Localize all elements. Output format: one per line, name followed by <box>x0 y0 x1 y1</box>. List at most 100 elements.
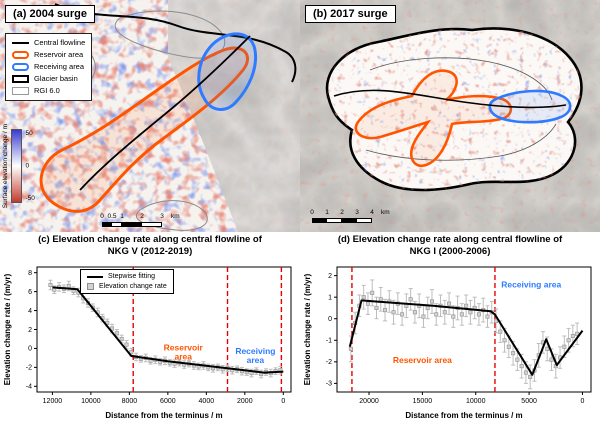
glacier-basin-swatch <box>12 74 29 83</box>
x-axis-label: Distance from the terminus / m <box>405 411 522 420</box>
map-legend-label: Central flowline <box>34 38 86 47</box>
chart-c-plot-area: 12000 10000 8000 6000 4000 2000 0 -4 -2 0 2 4 6 8 Rese… <box>0 260 300 422</box>
scalebar-segment <box>327 218 342 223</box>
legend-item-label: Stepwise fitting <box>108 273 156 280</box>
stepwise-fitting-line <box>348 299 584 376</box>
panel-b-label: (b) 2017 surge <box>305 5 396 23</box>
y-tick-label: 4 <box>28 308 32 315</box>
y-tick-label: 0 <box>28 346 32 353</box>
receiving-area-polygon <box>197 32 258 111</box>
y-tick-label: 2 <box>328 273 332 280</box>
x-tick-label: 0 <box>581 398 585 405</box>
chart-d-title: (d) Elevation change rate along central … <box>337 234 563 258</box>
map-legend-label: Glacier basin <box>34 74 78 83</box>
reservoir-area-swatch <box>12 50 29 59</box>
y-tick-label: -2 <box>26 365 32 372</box>
y-axis-label: Elevation change rate / (m/yr) <box>3 273 12 385</box>
x-tick-label: 4000 <box>199 398 215 405</box>
scalebar-segment <box>342 218 357 223</box>
area-annotation: Reservoir area <box>164 342 204 361</box>
stepwise-line-swatch <box>87 275 103 278</box>
rgi-60-swatch <box>12 86 29 95</box>
scalebar-tick-label: 1 <box>325 209 329 216</box>
x-tick-label: 15000 <box>413 398 433 405</box>
scalebar-segment <box>122 222 142 227</box>
chart-c-canvas: 12000 10000 8000 6000 4000 2000 0 -4 -2 0 2 4 6 8 Rese… <box>3 266 292 420</box>
y-tick-label: 2 <box>28 327 32 334</box>
area-annotation: Receiving area <box>235 346 275 365</box>
map-legend-item-glacier-basin: Glacier basin <box>12 74 85 83</box>
y-axis-ticks: -3 -2 -1 0 1 2 <box>326 273 337 388</box>
chart-d-plot-area: 20000 15000 10000 5000 0 -3 -2 -1 0 1 2 Reservoir a… <box>300 260 600 422</box>
map-legend-item-rgi-60: RGI 6.0 <box>12 86 85 95</box>
y-tick-label: 8 <box>28 270 32 277</box>
y-tick-label: 1 <box>328 294 332 301</box>
scalebar-tick-label: 0 <box>310 209 314 216</box>
y-tick-label: -3 <box>326 381 332 388</box>
x-axis-ticks: 12000 10000 8000 6000 4000 2000 0 <box>43 392 285 405</box>
scalebar-tick-label: 3 <box>160 213 164 220</box>
colorbar-label: Surface elevation change / m <box>2 123 9 208</box>
map-legend-item-reservoir-area: Reservoir area <box>12 50 85 59</box>
scalebar-tick-label: 0.5 <box>107 213 117 220</box>
x-axis-label: Distance from the terminus / m <box>105 411 222 420</box>
map-legend-item-central-flowline: Central flowline <box>12 38 85 47</box>
colorbar-gradient <box>11 128 23 203</box>
map-legend: Central flowline Reservoir area Receiving … <box>5 33 93 101</box>
chart-c-title: (c) Elevation change rate along central … <box>38 234 262 258</box>
x-tick-label: 20000 <box>359 398 379 405</box>
legend-item-line: Stepwise fitting <box>87 273 167 280</box>
scalebar-2004: 0 0.5 1 2 3 km <box>100 213 182 227</box>
x-tick-label: 8000 <box>122 398 138 405</box>
y-axis-label: Elevation change rate / (m/yr) <box>303 273 312 385</box>
elevation-gain-raster <box>327 28 582 190</box>
scalebar-tick-label: 1 <box>120 213 124 220</box>
y-axis-ticks: -4 -2 0 2 4 6 8 <box>26 270 37 391</box>
scalebar-2017: 0 1 2 3 4 km <box>310 209 392 223</box>
y-tick-label: -1 <box>326 338 332 345</box>
central-flowline-swatch <box>12 41 29 44</box>
colorbar-tick-label: 0 <box>25 162 30 170</box>
x-tick-label: 10000 <box>466 398 486 405</box>
legend-item-marker: Elevation change rate <box>87 283 167 290</box>
area-annotation: Reservoir area <box>393 355 452 365</box>
x-tick-label: 5000 <box>521 398 537 405</box>
map-legend-label: Reservoir area <box>34 50 84 59</box>
chart-row: (c) Elevation change rate along central … <box>0 232 600 425</box>
chart-panel-nkg-v: (c) Elevation change rate along central … <box>0 232 300 425</box>
zone-boundary-vlines <box>351 267 496 392</box>
scalebar-labels: 0 0.5 1 2 3 km <box>100 213 182 222</box>
map-legend-label: RGI 6.0 <box>34 86 60 95</box>
scalebar-segment <box>357 218 372 223</box>
map-row: (a) 2004 surge Central flowline Reservoir… <box>0 0 600 232</box>
glacier-basin-outline <box>54 3 297 83</box>
y-tick-label: 0 <box>328 316 332 323</box>
x-tick-label: 0 <box>281 398 285 405</box>
colorbar-tick-label: -50 <box>25 194 35 202</box>
legend-item-label: Elevation change rate <box>99 283 167 290</box>
colorbar: Surface elevation change / m 50 0 -50 <box>2 124 41 208</box>
colorbar-ticks: 50 0 -50 <box>24 130 41 202</box>
map-panel-2017-surge: (b) 2017 surge 0 1 2 3 4 km <box>300 0 600 232</box>
scalebar-labels: 0 1 2 3 4 km <box>310 209 392 218</box>
receiving-area-swatch <box>12 62 29 71</box>
basin-raster <box>327 28 582 190</box>
colorbar-tick-label: 50 <box>25 129 33 137</box>
central-flowline <box>79 35 251 191</box>
y-tick-label: 6 <box>28 289 32 296</box>
x-tick-label: 6000 <box>160 398 176 405</box>
scalebar-segment <box>112 222 122 227</box>
map-2004-raster <box>0 0 300 232</box>
reservoir-area-polygon <box>354 69 513 168</box>
scalebar-segment <box>312 218 327 223</box>
x-tick-label: 10000 <box>81 398 101 405</box>
map-panel-2004-surge: (a) 2004 surge Central flowline Reservoir… <box>0 0 300 232</box>
scalebar-segment <box>102 222 112 227</box>
receiving-area-polygon <box>488 89 572 124</box>
x-axis-ticks: 20000 15000 10000 5000 0 <box>359 392 585 405</box>
stepwise-fitting-line <box>52 286 284 374</box>
scalebar-tick-label: 3 <box>355 209 359 216</box>
scalebar-segment <box>142 222 162 227</box>
scalebar-tick-label: 0 <box>100 213 104 220</box>
